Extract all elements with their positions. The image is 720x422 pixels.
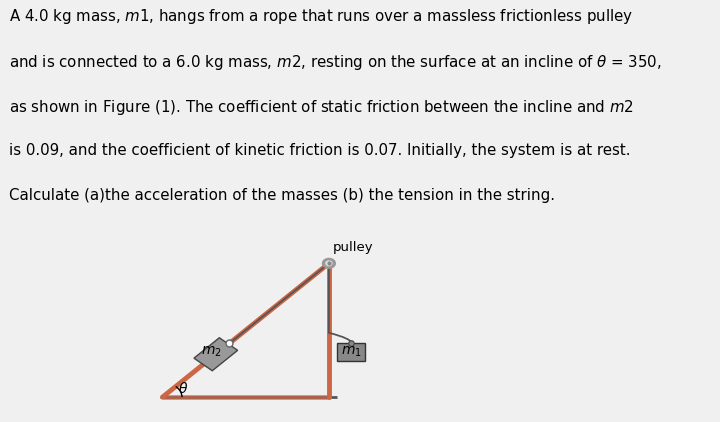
Bar: [337, 343, 365, 360]
Text: A 4.0 kg mass, $\it{m1}$, hangs from a rope that runs over a massless frictionle: A 4.0 kg mass, $\it{m1}$, hangs from a r…: [9, 7, 633, 26]
Text: $\theta$: $\theta$: [178, 381, 188, 396]
Bar: [194, 338, 238, 371]
Text: $m_1$: $m_1$: [341, 345, 361, 359]
Text: and is connected to a 6.0 kg mass, $\it{m2}$, resting on the surface at an incli: and is connected to a 6.0 kg mass, $\it{…: [9, 53, 662, 72]
Circle shape: [323, 259, 335, 268]
Text: as shown in Figure (1). The coefficient of static friction between the incline a: as shown in Figure (1). The coefficient …: [9, 98, 634, 117]
Text: Calculate (a)the acceleration of the masses (b) the tension in the string.: Calculate (a)the acceleration of the mas…: [9, 189, 555, 203]
Text: $m_2$: $m_2$: [202, 345, 222, 360]
Circle shape: [326, 261, 332, 265]
Text: is 0.09, and the coefficient of kinetic friction is 0.07. Initially, the system : is 0.09, and the coefficient of kinetic …: [9, 143, 630, 158]
Text: pulley: pulley: [333, 241, 374, 254]
